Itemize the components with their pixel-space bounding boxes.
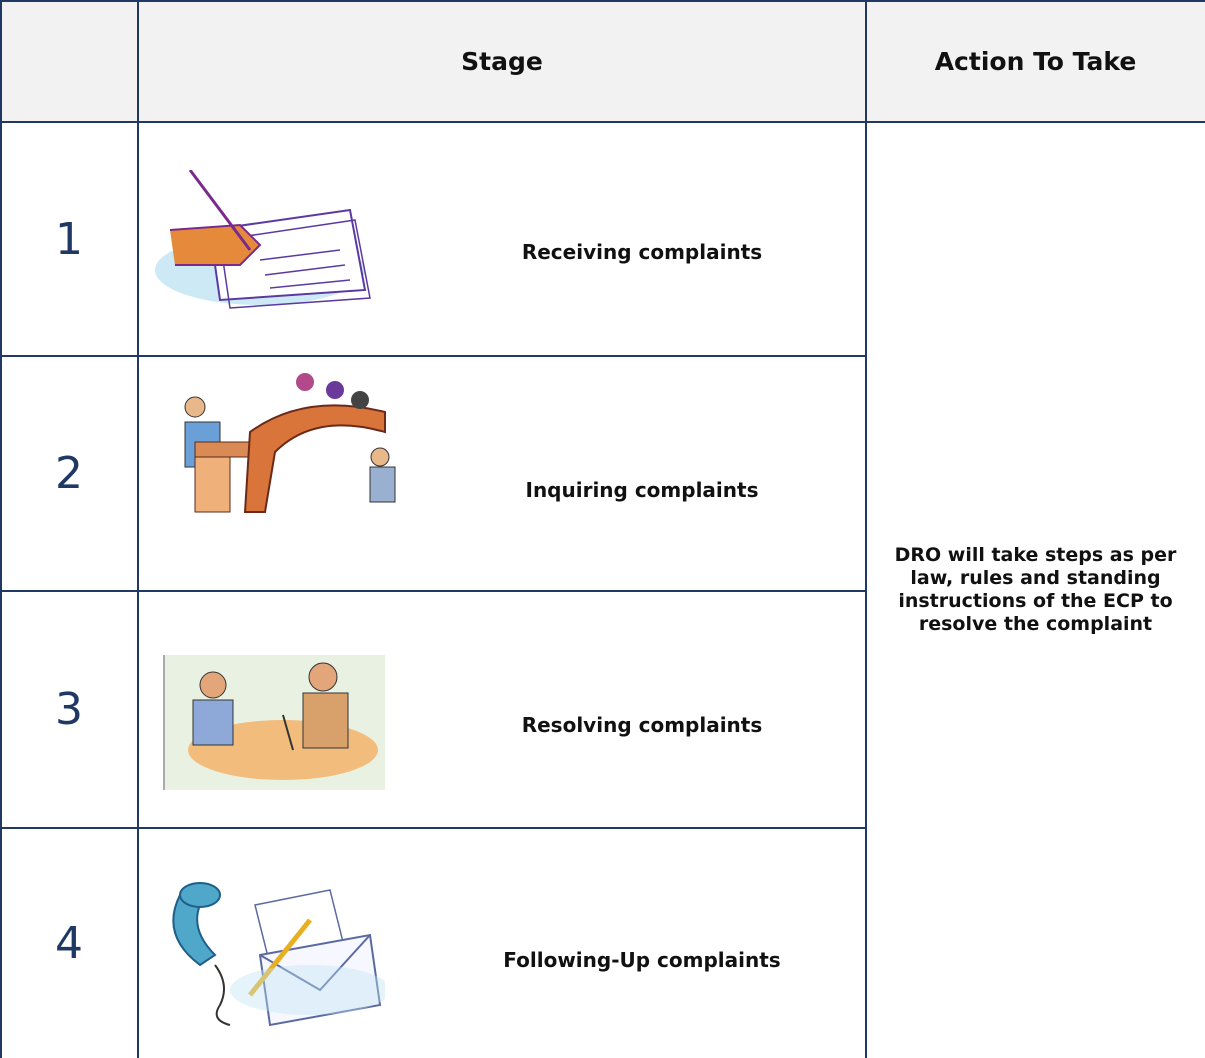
border (0, 590, 866, 592)
header-row (0, 0, 1205, 122)
header-stage: Stage (461, 46, 543, 76)
illustration-writing (155, 170, 371, 309)
stage-text: Following-Up complaints (503, 948, 781, 972)
stage-text: Receiving complaints (521, 240, 763, 264)
border (0, 121, 1205, 123)
illustration-followup (172, 882, 385, 1027)
row-number: 3 (55, 684, 83, 735)
border (0, 827, 866, 829)
stage-text: Resolving complaints (521, 713, 763, 737)
border (865, 0, 867, 1058)
border (0, 355, 866, 357)
action-cell: DRO will take steps as per law, rules an… (866, 122, 1205, 1058)
border (137, 0, 139, 1058)
border (0, 0, 1205, 2)
border (0, 0, 2, 1058)
stage-text: Inquiring complaints (525, 478, 759, 502)
row-number: 2 (55, 448, 83, 499)
header-action: Action To Take (934, 46, 1137, 76)
row-number: 1 (55, 213, 83, 265)
row-number: 4 (55, 917, 83, 969)
illustration-meeting (184, 373, 396, 513)
action-text: DRO will take steps as per law, rules an… (894, 544, 1177, 635)
illustration-resolving (163, 655, 385, 790)
